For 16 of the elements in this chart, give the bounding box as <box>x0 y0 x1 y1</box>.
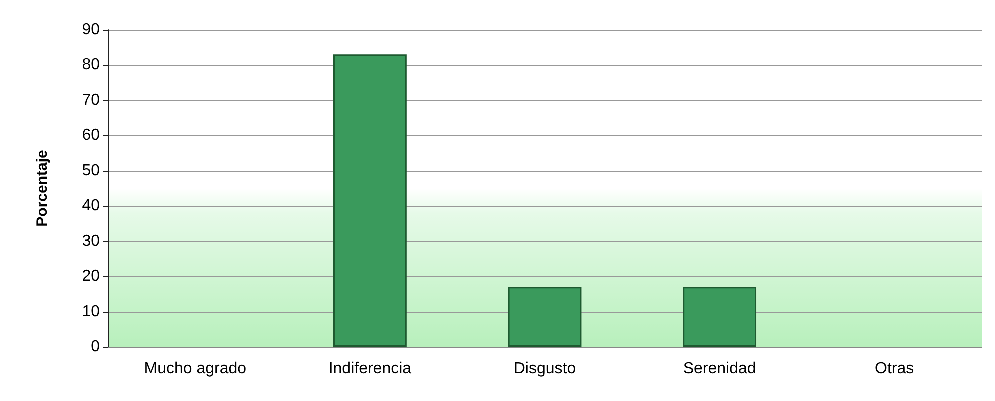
x-tick-label: Serenidad <box>683 360 756 378</box>
y-tick-label: 80 <box>82 56 100 74</box>
y-tick-label: 10 <box>82 303 100 320</box>
y-tick-label: 60 <box>82 127 100 144</box>
x-tick-label: Otras <box>875 360 914 378</box>
y-axis-title: Porcentaje <box>34 150 51 227</box>
x-tick-label: Disgusto <box>514 360 576 378</box>
y-tick-label: 50 <box>82 162 100 180</box>
y-tick-label: 0 <box>91 338 100 356</box>
x-tick-label: Mucho agrado <box>144 360 247 378</box>
x-tick-label: Indiferencia <box>328 360 412 378</box>
y-tick-label: 90 <box>82 22 100 38</box>
y-tick-label: 30 <box>82 232 100 250</box>
y-tick-label: 70 <box>82 92 100 109</box>
y-tick-label: 40 <box>82 198 100 215</box>
y-tick-label: 20 <box>82 268 100 286</box>
